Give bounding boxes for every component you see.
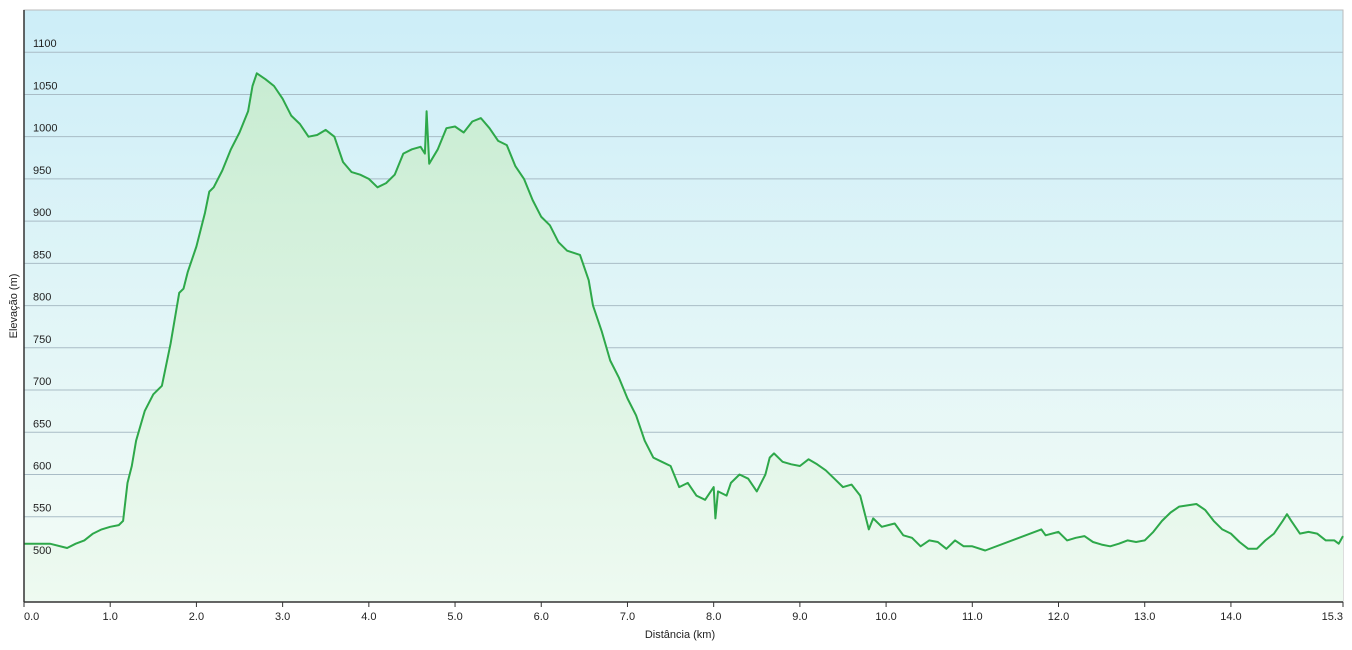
x-tick-label: 7.0 bbox=[620, 611, 635, 623]
x-tick-label: 10.0 bbox=[875, 611, 896, 623]
y-tick-label: 750 bbox=[33, 334, 51, 346]
y-tick-label: 700 bbox=[33, 376, 51, 388]
x-tick-label: 14.0 bbox=[1220, 611, 1241, 623]
y-tick-label: 850 bbox=[33, 249, 51, 261]
y-axis-label: Elevação (m) bbox=[8, 274, 20, 339]
x-tick-label: 5.0 bbox=[447, 611, 462, 623]
elevation-line bbox=[24, 72, 1344, 552]
x-tick-label: 3.0 bbox=[275, 611, 290, 623]
y-tick-label: 900 bbox=[33, 207, 51, 219]
y-tick-label: 550 bbox=[33, 503, 51, 515]
y-tick-label: 1000 bbox=[33, 123, 57, 135]
x-axis-label: Distância (km) bbox=[645, 629, 715, 641]
x-tick-label: 6.0 bbox=[534, 611, 549, 623]
x-tick-label: 8.0 bbox=[706, 611, 721, 623]
y-tick-label: 950 bbox=[33, 165, 51, 177]
x-tick-label: 11.0 bbox=[962, 611, 983, 623]
x-tick-label: 4.0 bbox=[361, 611, 376, 623]
x-tick-label: 15.3 bbox=[1322, 611, 1343, 623]
x-tick-label: 2.0 bbox=[189, 611, 204, 623]
x-tick-label: 9.0 bbox=[792, 611, 807, 623]
x-tick-label: 12.0 bbox=[1048, 611, 1069, 623]
y-tick-label: 800 bbox=[33, 292, 51, 304]
y-tick-label: 500 bbox=[33, 545, 51, 557]
y-tick-label: 650 bbox=[33, 418, 51, 430]
x-tick-label: 0.0 bbox=[24, 611, 39, 623]
x-tick-label: 13.0 bbox=[1134, 611, 1155, 623]
y-tick-label: 600 bbox=[33, 460, 51, 472]
y-tick-label: 1100 bbox=[33, 38, 57, 50]
area-fill bbox=[24, 73, 1343, 603]
y-tick-label: 1050 bbox=[33, 80, 57, 92]
x-tick-label: 1.0 bbox=[103, 611, 118, 623]
